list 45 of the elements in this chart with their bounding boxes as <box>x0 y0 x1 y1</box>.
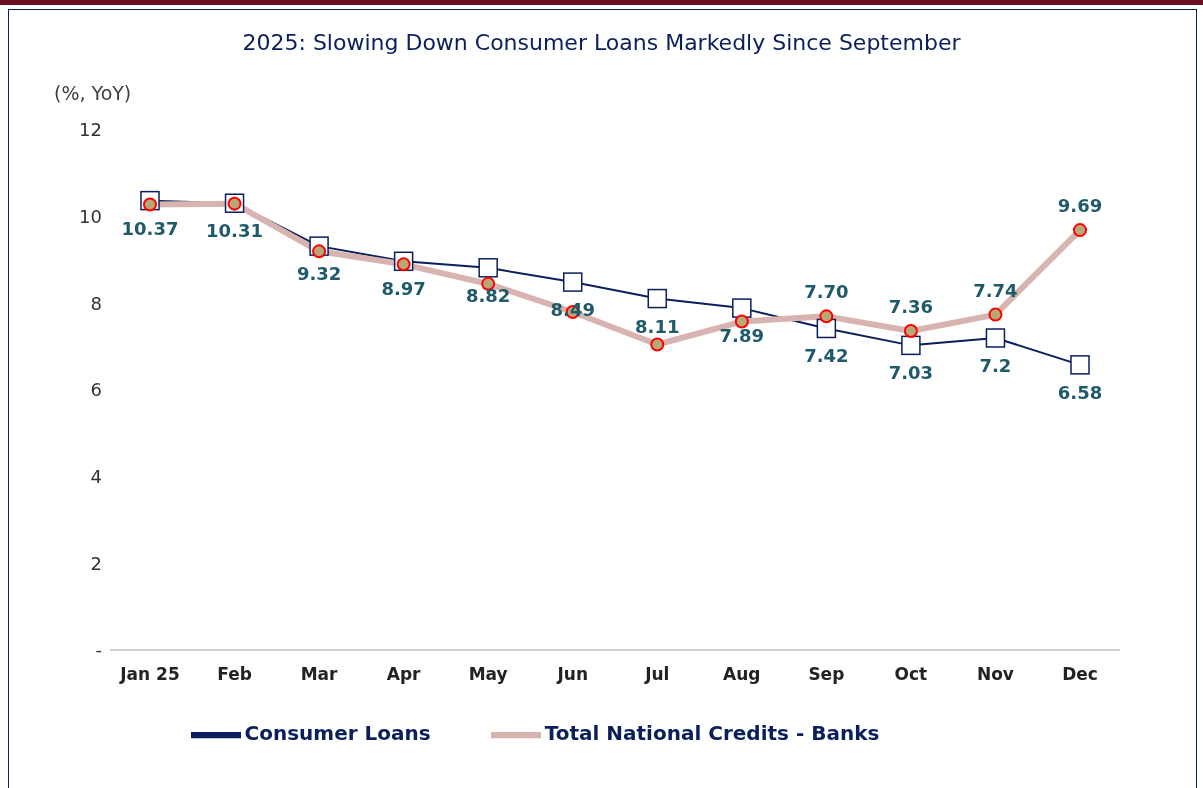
y-tick-label: 2 <box>90 552 102 574</box>
point <box>985 328 1006 348</box>
point <box>1070 355 1090 375</box>
data-label: 9.69 <box>1057 195 1103 217</box>
x-tick-label: Aug <box>723 664 761 685</box>
point <box>647 288 668 309</box>
data-label: 7.74 <box>973 279 1018 301</box>
data-label: 8.82 <box>465 284 511 306</box>
point <box>732 298 752 318</box>
data-label: 6.58 <box>1057 381 1103 403</box>
data-label: 10.31 <box>206 220 264 242</box>
x-tick-label: Sep <box>808 664 845 685</box>
data-label: 7.42 <box>804 345 849 367</box>
x-tick-label: Jun <box>556 664 588 685</box>
x-tick-label: Feb <box>217 664 252 685</box>
x-tick-label: Mar <box>300 664 339 685</box>
data-label: 7.03 <box>888 362 934 384</box>
data-label: 7.36 <box>888 296 934 318</box>
point <box>562 272 583 292</box>
data-label: 7.70 <box>804 281 849 303</box>
x-tick-label: Nov <box>976 664 1014 685</box>
y-axis-title: (%, YoY) <box>54 82 132 104</box>
y-tick-label: 6 <box>90 379 102 401</box>
x-tick-label: Oct <box>894 664 928 685</box>
legend-label: Total National Credits - Banks <box>544 720 880 745</box>
legend-label: Consumer Loans <box>244 720 431 745</box>
x-tick-label: Dec <box>1062 664 1098 685</box>
data-label: 7.2 <box>979 355 1012 376</box>
y-tick-label: 4 <box>90 466 102 488</box>
x-tick-label: Jan 25 <box>119 664 180 685</box>
y-tick-label: 8 <box>90 292 102 314</box>
x-tick-label: Jul <box>644 664 670 685</box>
y-tick-label: 10 <box>79 206 102 228</box>
y-tick-label: - <box>95 639 102 661</box>
chart-title: 2025: Slowing Down Consumer Loans Markedly Since September <box>241 30 962 55</box>
x-tick-label: May <box>468 664 508 685</box>
y-tick-label: 12 <box>79 119 102 141</box>
data-label: 8.11 <box>635 315 680 337</box>
point <box>478 258 498 278</box>
data-label: 8.97 <box>381 278 426 300</box>
data-label: 7.89 <box>719 325 765 347</box>
data-label: 9.32 <box>296 263 342 285</box>
x-tick-label: Apr <box>386 664 422 685</box>
data-label: 10.37 <box>121 217 179 239</box>
point <box>901 335 921 356</box>
